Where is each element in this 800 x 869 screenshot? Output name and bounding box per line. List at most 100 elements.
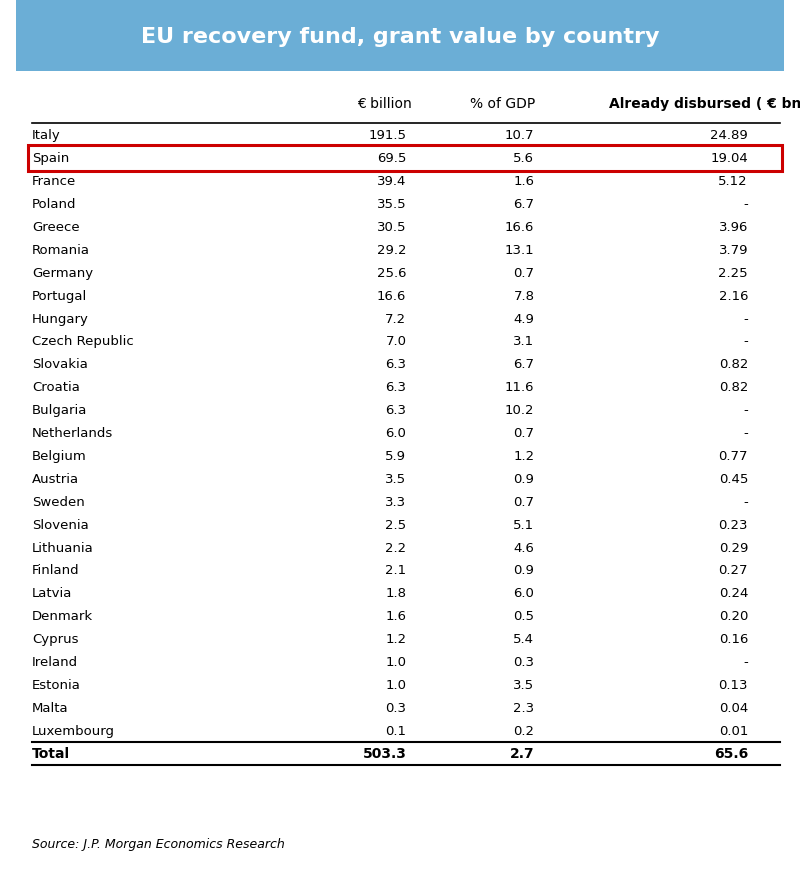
Text: € billion: € billion bbox=[357, 96, 411, 110]
Text: 1.8: 1.8 bbox=[386, 587, 406, 600]
Text: 1.6: 1.6 bbox=[386, 609, 406, 622]
Text: Sweden: Sweden bbox=[32, 495, 85, 508]
Text: 16.6: 16.6 bbox=[377, 289, 406, 302]
Text: 0.1: 0.1 bbox=[386, 724, 406, 737]
Text: 0.9: 0.9 bbox=[514, 473, 534, 485]
Text: Hungary: Hungary bbox=[32, 312, 89, 325]
Text: -: - bbox=[743, 198, 748, 211]
Text: 2.2: 2.2 bbox=[386, 541, 406, 554]
Text: 0.16: 0.16 bbox=[718, 633, 748, 646]
Text: 6.3: 6.3 bbox=[386, 358, 406, 371]
Text: Luxembourg: Luxembourg bbox=[32, 724, 115, 737]
Text: Ireland: Ireland bbox=[32, 655, 78, 668]
Text: 0.27: 0.27 bbox=[718, 564, 748, 577]
Text: 4.9: 4.9 bbox=[514, 312, 534, 325]
Text: -: - bbox=[743, 312, 748, 325]
Text: 5.12: 5.12 bbox=[718, 175, 748, 188]
Text: 6.7: 6.7 bbox=[514, 358, 534, 371]
Text: Denmark: Denmark bbox=[32, 609, 93, 622]
Text: 24.89: 24.89 bbox=[710, 129, 748, 143]
Text: -: - bbox=[743, 335, 748, 348]
Text: 10.7: 10.7 bbox=[505, 129, 534, 143]
Text: Romania: Romania bbox=[32, 243, 90, 256]
Text: 1.0: 1.0 bbox=[386, 655, 406, 668]
Text: 5.6: 5.6 bbox=[514, 152, 534, 165]
Text: Lithuania: Lithuania bbox=[32, 541, 94, 554]
Text: 2.7: 2.7 bbox=[510, 746, 534, 760]
Text: 6.7: 6.7 bbox=[514, 198, 534, 211]
Text: 16.6: 16.6 bbox=[505, 221, 534, 234]
Text: Finland: Finland bbox=[32, 564, 80, 577]
Text: 5.1: 5.1 bbox=[514, 518, 534, 531]
Text: Greece: Greece bbox=[32, 221, 80, 234]
Text: EU recovery fund, grant value by country: EU recovery fund, grant value by country bbox=[141, 27, 659, 46]
Text: 0.77: 0.77 bbox=[718, 449, 748, 462]
Text: 0.01: 0.01 bbox=[718, 724, 748, 737]
Text: 3.96: 3.96 bbox=[718, 221, 748, 234]
Text: 1.2: 1.2 bbox=[514, 449, 534, 462]
Text: Malta: Malta bbox=[32, 701, 69, 714]
Text: 0.3: 0.3 bbox=[386, 701, 406, 714]
Text: 4.6: 4.6 bbox=[514, 541, 534, 554]
Text: 2.16: 2.16 bbox=[718, 289, 748, 302]
Text: 7.8: 7.8 bbox=[514, 289, 534, 302]
Text: 0.82: 0.82 bbox=[718, 381, 748, 394]
Text: 0.5: 0.5 bbox=[514, 609, 534, 622]
Text: Germany: Germany bbox=[32, 267, 93, 280]
Text: Poland: Poland bbox=[32, 198, 77, 211]
Text: 0.2: 0.2 bbox=[514, 724, 534, 737]
Text: 3.5: 3.5 bbox=[386, 473, 406, 485]
Text: Portugal: Portugal bbox=[32, 289, 87, 302]
Text: -: - bbox=[743, 655, 748, 668]
Text: % of GDP: % of GDP bbox=[470, 96, 535, 110]
Text: 35.5: 35.5 bbox=[377, 198, 406, 211]
Text: 7.0: 7.0 bbox=[386, 335, 406, 348]
Text: 1.2: 1.2 bbox=[386, 633, 406, 646]
Text: 0.24: 0.24 bbox=[718, 587, 748, 600]
Text: 2.1: 2.1 bbox=[386, 564, 406, 577]
Text: Czech Republic: Czech Republic bbox=[32, 335, 134, 348]
Text: 5.9: 5.9 bbox=[386, 449, 406, 462]
Text: 65.6: 65.6 bbox=[714, 746, 748, 760]
Text: 6.0: 6.0 bbox=[386, 427, 406, 440]
Text: 191.5: 191.5 bbox=[368, 129, 406, 143]
Text: Netherlands: Netherlands bbox=[32, 427, 114, 440]
Text: 0.45: 0.45 bbox=[718, 473, 748, 485]
Text: Slovenia: Slovenia bbox=[32, 518, 89, 531]
Text: 39.4: 39.4 bbox=[377, 175, 406, 188]
Text: 2.3: 2.3 bbox=[514, 701, 534, 714]
Text: 2.25: 2.25 bbox=[718, 267, 748, 280]
Text: 25.6: 25.6 bbox=[377, 267, 406, 280]
Text: -: - bbox=[743, 404, 748, 416]
Text: 0.82: 0.82 bbox=[718, 358, 748, 371]
Text: 0.29: 0.29 bbox=[718, 541, 748, 554]
Text: 0.7: 0.7 bbox=[514, 427, 534, 440]
Text: 0.3: 0.3 bbox=[514, 655, 534, 668]
Text: 69.5: 69.5 bbox=[377, 152, 406, 165]
Text: 6.3: 6.3 bbox=[386, 404, 406, 416]
Text: Italy: Italy bbox=[32, 129, 61, 143]
Text: 5.4: 5.4 bbox=[514, 633, 534, 646]
Text: 6.3: 6.3 bbox=[386, 381, 406, 394]
Text: 13.1: 13.1 bbox=[505, 243, 534, 256]
Text: Total: Total bbox=[32, 746, 70, 760]
Text: 0.7: 0.7 bbox=[514, 267, 534, 280]
Text: 10.2: 10.2 bbox=[505, 404, 534, 416]
Text: Belgium: Belgium bbox=[32, 449, 86, 462]
Text: 503.3: 503.3 bbox=[362, 746, 406, 760]
Text: Spain: Spain bbox=[32, 152, 70, 165]
Text: 11.6: 11.6 bbox=[505, 381, 534, 394]
Text: Bulgaria: Bulgaria bbox=[32, 404, 87, 416]
Text: 3.5: 3.5 bbox=[514, 678, 534, 691]
Text: 7.2: 7.2 bbox=[386, 312, 406, 325]
Text: Estonia: Estonia bbox=[32, 678, 81, 691]
Text: 19.04: 19.04 bbox=[710, 152, 748, 165]
Text: 3.79: 3.79 bbox=[718, 243, 748, 256]
Text: 30.5: 30.5 bbox=[377, 221, 406, 234]
Text: 2.5: 2.5 bbox=[386, 518, 406, 531]
Text: 1.0: 1.0 bbox=[386, 678, 406, 691]
Text: 29.2: 29.2 bbox=[377, 243, 406, 256]
Text: 3.3: 3.3 bbox=[386, 495, 406, 508]
Text: -: - bbox=[743, 427, 748, 440]
Text: Cyprus: Cyprus bbox=[32, 633, 78, 646]
